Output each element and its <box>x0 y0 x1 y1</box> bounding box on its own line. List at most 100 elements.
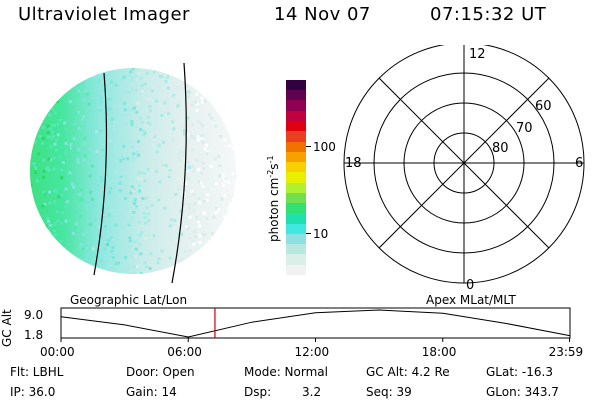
image-pixel <box>23 172 26 175</box>
image-pixel <box>132 211 136 214</box>
image-pixel <box>124 174 128 178</box>
image-pixel <box>99 259 103 263</box>
image-pixel <box>53 142 57 146</box>
image-pixel <box>130 76 134 80</box>
image-pixel <box>146 168 150 171</box>
image-pixel <box>229 252 233 256</box>
image-pixel <box>205 216 209 220</box>
image-pixel <box>166 86 170 90</box>
image-pixel <box>136 101 140 105</box>
image-pixel <box>177 60 180 63</box>
image-pixel <box>188 248 192 252</box>
image-pixel <box>114 278 117 281</box>
image-pixel <box>90 62 93 65</box>
image-pixel <box>88 120 92 124</box>
image-pixel <box>172 118 176 122</box>
image-pixel <box>87 241 90 245</box>
image-pixel <box>52 167 56 171</box>
image-pixel <box>134 277 137 280</box>
image-pixel <box>47 219 51 223</box>
image-pixel <box>219 225 223 229</box>
image-pixel <box>69 235 73 239</box>
image-pixel <box>125 113 129 117</box>
image-pixel <box>125 91 129 95</box>
image-pixel <box>66 200 69 204</box>
image-pixel <box>128 107 132 111</box>
image-pixel <box>151 143 155 147</box>
image-pixel <box>174 200 178 204</box>
image-pixel <box>82 158 86 162</box>
image-pixel <box>143 179 147 183</box>
image-pixel <box>36 62 39 65</box>
image-pixel <box>154 169 158 173</box>
image-pixel <box>242 202 244 205</box>
image-pixel <box>243 252 244 255</box>
image-pixel <box>141 89 144 93</box>
image-pixel <box>162 141 165 144</box>
image-pixel <box>50 58 53 61</box>
image-pixel <box>55 96 59 100</box>
image-pixel <box>22 168 25 171</box>
colorbar-swatch <box>286 223 306 234</box>
image-pixel <box>73 226 77 230</box>
image-pixel <box>139 252 143 256</box>
image-pixel <box>103 247 107 251</box>
image-pixel <box>232 109 236 113</box>
image-pixel <box>80 77 84 81</box>
image-pixel <box>131 145 134 149</box>
image-pixel <box>200 171 204 175</box>
image-pixel <box>64 127 68 131</box>
image-pixel <box>204 266 208 269</box>
image-pixel <box>60 193 64 197</box>
mlt-label-18: 18 <box>345 156 362 171</box>
image-pixel <box>60 221 64 225</box>
image-pixel <box>187 165 191 169</box>
image-pixel <box>148 122 152 126</box>
image-pixel <box>206 250 210 254</box>
image-pixel <box>177 100 181 104</box>
image-pixel <box>188 265 192 269</box>
image-pixel <box>63 253 67 257</box>
x-tick-label: 23:59 <box>548 345 584 359</box>
image-pixel <box>190 61 193 64</box>
image-pixel <box>56 100 60 104</box>
image-pixel <box>160 249 164 253</box>
image-pixel <box>54 233 58 237</box>
image-pixel <box>199 86 203 90</box>
image-pixel <box>23 273 26 276</box>
image-pixel <box>131 108 135 112</box>
image-pixel <box>144 196 148 200</box>
image-pixel <box>150 203 154 207</box>
image-pixel <box>206 94 210 98</box>
image-pixel <box>115 170 119 174</box>
image-pixel <box>63 68 67 72</box>
image-pixel <box>24 152 27 155</box>
image-pixel <box>44 268 48 272</box>
image-pixel <box>108 107 112 111</box>
image-pixel <box>197 168 201 172</box>
image-pixel <box>155 148 159 152</box>
image-pixel <box>197 220 201 224</box>
image-pixel <box>208 249 212 253</box>
image-pixel <box>41 136 45 140</box>
image-pixel <box>129 79 133 83</box>
filter-info: Flt: LBHL <box>10 365 64 379</box>
image-pixel <box>108 264 112 268</box>
image-pixel <box>64 150 68 154</box>
image-pixel <box>137 153 141 157</box>
image-pixel <box>84 230 88 234</box>
image-pixel <box>52 92 56 96</box>
image-pixel <box>124 197 127 201</box>
image-pixel <box>34 114 38 118</box>
image-pixel <box>171 68 175 72</box>
image-pixel <box>176 106 180 110</box>
image-pixel <box>24 231 27 234</box>
image-pixel <box>81 98 85 102</box>
image-pixel <box>202 68 206 72</box>
image-pixel <box>51 262 55 266</box>
image-pixel <box>237 76 240 79</box>
image-pixel <box>47 157 51 161</box>
image-pixel <box>117 276 120 279</box>
image-pixel <box>213 157 217 161</box>
image-pixel <box>80 259 84 263</box>
